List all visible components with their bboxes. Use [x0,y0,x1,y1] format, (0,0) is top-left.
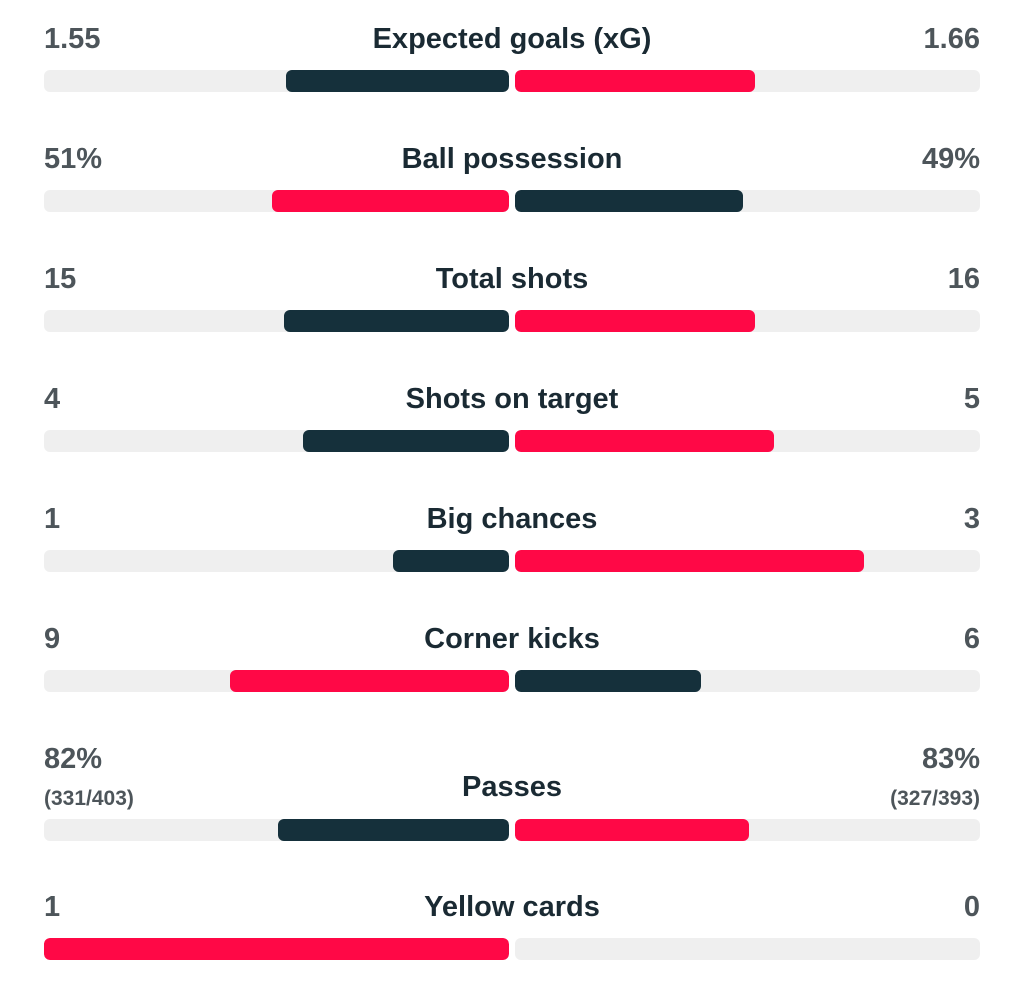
away-value: 6 [963,623,980,655]
stat-label: Corner kicks [424,623,600,655]
home-value: 4 [44,383,61,415]
away-bar-fill [515,190,743,212]
away-bar-fill [515,670,701,692]
stat-label: Expected goals (xG) [372,23,652,55]
stat-label: Ball possession [401,143,623,175]
home-bar-track [44,430,509,452]
away-value: 0 [963,891,980,923]
away-value: 3 [963,503,980,535]
home-bar-fill [283,310,509,332]
home-bar-fill [392,550,509,572]
home-bar-track [44,819,509,841]
away-value: 83% [921,743,980,775]
home-value: 1.55 [44,23,101,55]
stat-label: Big chances [426,503,598,535]
away-bar-track [515,819,980,841]
stat-label: Shots on target [405,383,619,415]
home-bar-track [44,550,509,572]
away-value: 5 [963,383,980,415]
home-bar-track [44,670,509,692]
home-value: 51% [44,143,103,175]
away-bar-fill [515,550,864,572]
home-bar-fill [271,190,509,212]
home-value: 15 [44,263,77,295]
home-bar-track [44,310,509,332]
home-bar-track [44,70,509,92]
away-value: 1.66 [923,23,980,55]
away-bar-track [515,670,980,692]
away-bar-track [515,310,980,332]
away-bar-track [515,550,980,572]
away-bar-track [515,430,980,452]
home-value: 1 [44,503,61,535]
stat-label: Passes [462,771,562,803]
stat-label: Yellow cards [424,891,600,923]
home-value: 1 [44,891,61,923]
home-bar-fill [302,430,509,452]
away-bar-track [515,938,980,960]
home-value: 82% [44,743,103,775]
away-bar-fill [515,430,774,452]
away-sub-value: (327/393) [890,787,980,810]
away-value: 16 [947,263,980,295]
home-bar-fill [44,938,509,960]
away-bar-track [515,190,980,212]
away-bar-track [515,70,980,92]
home-bar-fill [277,819,509,841]
away-value: 49% [921,143,980,175]
away-bar-fill [515,70,755,92]
home-bar-track [44,938,509,960]
away-bar-fill [515,819,749,841]
home-bar-track [44,190,509,212]
home-bar-fill [285,70,509,92]
home-bar-fill [230,670,509,692]
home-value: 9 [44,623,61,655]
stat-label: Total shots [435,263,589,295]
home-sub-value: (331/403) [44,787,134,810]
away-bar-fill [515,310,755,332]
